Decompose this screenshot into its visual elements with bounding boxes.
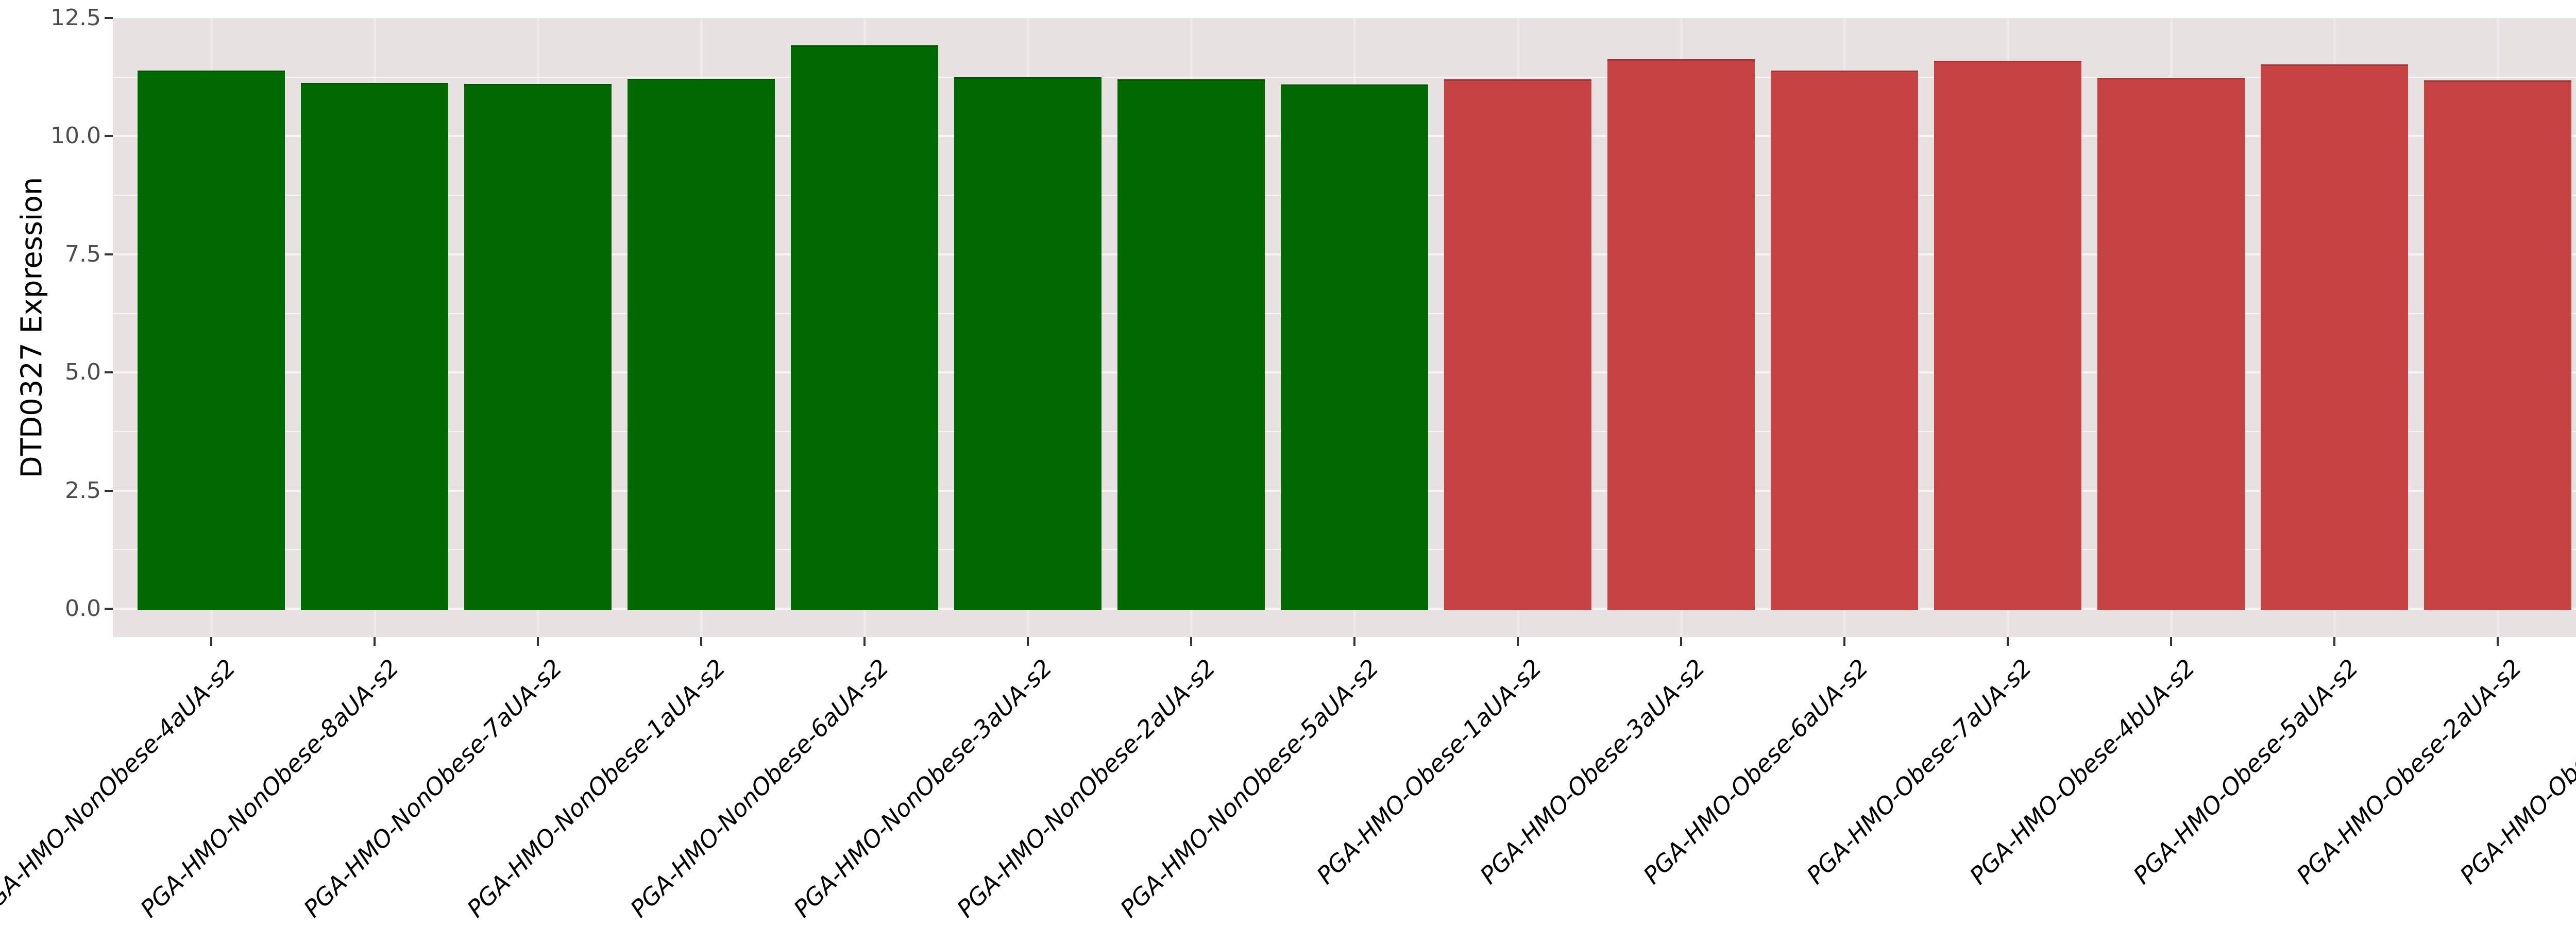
x-tick-mark (1680, 637, 1682, 646)
x-tick-mark (2007, 637, 2009, 646)
x-tick-mark (1027, 637, 1029, 646)
bar (954, 77, 1101, 610)
bar (1771, 70, 1918, 610)
x-tick-label: PGA-HMO-NonObese-1aUA-s2 (461, 654, 731, 923)
x-tick-label: PGA-HMO-NonObese-5aUA-s2 (1114, 654, 1384, 923)
x-tick-mark (2170, 637, 2172, 646)
bar (628, 79, 775, 610)
y-tick-mark (105, 371, 113, 374)
y-tick-mark (105, 17, 113, 19)
x-tick-mark (1190, 637, 1192, 646)
bar (1934, 60, 2081, 610)
x-tick-mark (2497, 637, 2499, 646)
x-tick-mark (2333, 637, 2335, 646)
x-tick-mark (863, 637, 866, 646)
y-tick-mark (105, 489, 113, 492)
y-tick-label: 10.0 (50, 123, 101, 149)
bar (1117, 79, 1265, 610)
y-tick-mark (105, 135, 113, 138)
x-tick-mark (1353, 637, 1355, 646)
y-axis-title: DTD0327 Expression (15, 177, 49, 478)
x-tick-mark (374, 637, 376, 646)
bar (2097, 77, 2245, 610)
x-tick-label: PGA-HMO-NonObese-2aUA-s2 (951, 654, 1221, 923)
x-tick-label: PGA-HMO-NonObese-7aUA-s2 (298, 654, 568, 923)
y-tick-label: 7.5 (65, 241, 101, 267)
bar (2424, 80, 2571, 610)
x-tick-label: PGA-HMO-NonObese-3aUA-s2 (788, 654, 1058, 923)
y-tick-label: 2.5 (65, 477, 101, 504)
x-tick-label: PGA-HMO-NonObese-6aUA-s2 (624, 654, 894, 923)
x-tick-mark (537, 637, 539, 646)
y-tick-label: 12.5 (50, 5, 101, 31)
plot-panel (113, 18, 2576, 637)
bar (2261, 64, 2408, 610)
bar (138, 70, 285, 610)
minor-gridline (113, 76, 2576, 78)
x-tick-mark (700, 637, 702, 646)
y-tick-mark (105, 608, 113, 610)
bar (1607, 59, 1755, 610)
y-tick-mark (105, 253, 113, 255)
x-tick-label: PGA-HMO-NonObese-4aUA-s2 (0, 654, 241, 923)
bar (1281, 84, 1428, 610)
x-tick-mark (210, 637, 212, 646)
x-tick-label: PGA-HMO-NonObese-8aUA-s2 (134, 654, 404, 923)
bar (464, 84, 612, 610)
bar (301, 82, 448, 610)
y-tick-label: 0.0 (65, 595, 101, 622)
bar (1444, 79, 1591, 610)
bar (791, 45, 938, 610)
x-tick-mark (1517, 637, 1519, 646)
x-tick-mark (1843, 637, 1845, 646)
y-tick-label: 5.0 (65, 359, 101, 386)
